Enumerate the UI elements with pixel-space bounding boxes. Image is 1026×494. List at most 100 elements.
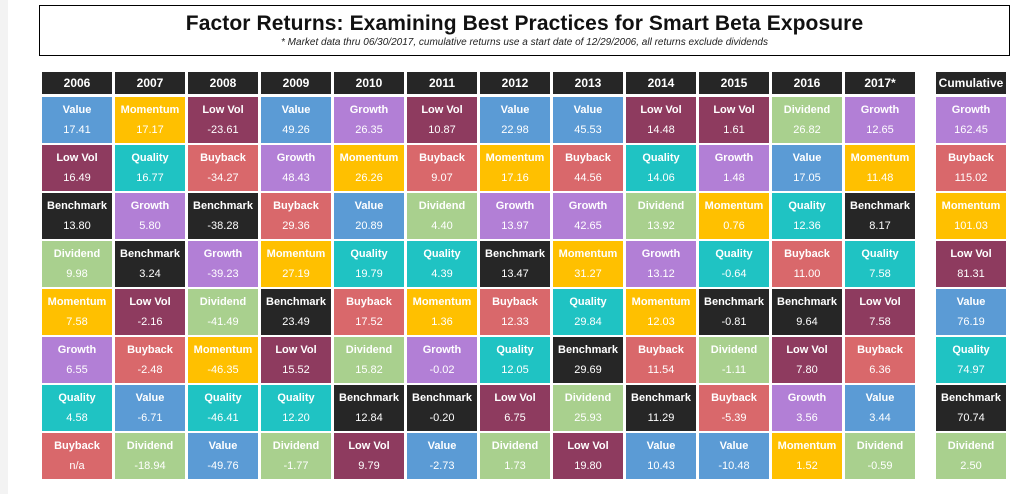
cell-cumulative-dividend: Dividend 2.50: [936, 433, 1006, 479]
return-value: 11.29: [647, 412, 675, 424]
return-value: 26.35: [355, 124, 383, 136]
cell-2008-growth: Growth -39.23: [188, 241, 258, 287]
return-value: -2.16: [137, 316, 163, 328]
return-value: 2.50: [960, 460, 982, 472]
factor-name: Growth: [57, 344, 97, 356]
cell-2012-momentum: Momentum 17.16: [480, 145, 550, 191]
cell-2012-benchmark: Benchmark 13.47: [480, 241, 550, 287]
return-value: 10.43: [647, 460, 675, 472]
factor-name: Growth: [203, 248, 243, 260]
factor-name: Buyback: [492, 296, 538, 308]
cell-2013-value: Value 45.53: [553, 97, 623, 143]
return-value: -1.77: [283, 460, 309, 472]
return-value: 0.76: [723, 220, 745, 232]
cell-2008-value: Value -49.76: [188, 433, 258, 479]
cell-2014-benchmark: Benchmark 11.29: [626, 385, 696, 431]
return-value: 12.20: [282, 412, 310, 424]
factor-name: Value: [354, 200, 384, 212]
return-value: 22.98: [501, 124, 529, 136]
factor-name: Momentum: [412, 296, 472, 308]
factor-name: Growth: [787, 392, 827, 404]
return-value: 12.36: [793, 220, 821, 232]
return-value: 16.77: [136, 172, 164, 184]
return-value: -6.71: [137, 412, 163, 424]
cell-2014-quality: Quality 14.06: [626, 145, 696, 191]
column-header-2007: 2007: [115, 72, 185, 94]
cell-cumulative-quality: Quality 74.97: [936, 337, 1006, 383]
return-value: 4.39: [431, 268, 453, 280]
factor-name: Growth: [276, 152, 316, 164]
factor-name: Low Vol: [494, 392, 536, 404]
cell-2009-dividend: Dividend -1.77: [261, 433, 331, 479]
return-value: 115.02: [954, 172, 988, 184]
return-value: 48.43: [282, 172, 310, 184]
cell-2009-low-vol: Low Vol 15.52: [261, 337, 331, 383]
return-value: 3.56: [796, 412, 818, 424]
return-value: 19.80: [574, 460, 602, 472]
chart-title: Factor Returns: Examining Best Practices…: [185, 12, 864, 35]
factor-name: Quality: [423, 248, 461, 260]
return-value: -18.94: [134, 460, 166, 472]
left-margin-strip: [0, 0, 8, 494]
cell-2008-buyback: Buyback -34.27: [188, 145, 258, 191]
cell-2007-value: Value -6.71: [115, 385, 185, 431]
factor-name: Value: [719, 440, 749, 452]
factor-name: Growth: [495, 200, 535, 212]
return-value: 11.48: [866, 172, 894, 184]
cell-2009-value: Value 49.26: [261, 97, 331, 143]
return-value: 11.00: [793, 268, 821, 280]
cell-2010-buyback: Buyback 17.52: [334, 289, 404, 335]
factor-name: Buyback: [419, 152, 465, 164]
factor-name: Benchmark: [412, 392, 472, 404]
return-value: -2.48: [137, 364, 163, 376]
return-value: 11.54: [647, 364, 675, 376]
factor-name: Low Vol: [567, 440, 609, 452]
cell-2006-momentum: Momentum 7.58: [42, 289, 112, 335]
cell-2014-momentum: Momentum 12.03: [626, 289, 696, 335]
factor-name: Value: [500, 104, 530, 116]
return-value: -0.81: [721, 316, 747, 328]
return-value: 1.73: [504, 460, 526, 472]
factor-name: Growth: [860, 104, 900, 116]
column-header-2013: 2013: [553, 72, 623, 94]
factor-name: Dividend: [491, 440, 539, 452]
cell-2007-low-vol: Low Vol -2.16: [115, 289, 185, 335]
return-value: 162.45: [954, 124, 988, 136]
factor-name: Dividend: [637, 200, 685, 212]
cell-2014-value: Value 10.43: [626, 433, 696, 479]
factor-name: Benchmark: [339, 392, 399, 404]
factor-name: Buyback: [857, 344, 903, 356]
factor-name: Buyback: [127, 344, 173, 356]
return-value: -49.76: [207, 460, 239, 472]
column-header-2012: 2012: [480, 72, 550, 94]
cell-2017-dividend: Dividend -0.59: [845, 433, 915, 479]
cell-2013-low-vol: Low Vol 19.80: [553, 433, 623, 479]
cell-2013-momentum: Momentum 31.27: [553, 241, 623, 287]
factor-name: Growth: [714, 152, 754, 164]
cell-2006-low-vol: Low Vol 16.49: [42, 145, 112, 191]
return-value: 23.49: [282, 316, 310, 328]
factor-name: Momentum: [339, 152, 399, 164]
return-value: 12.33: [501, 316, 529, 328]
return-value: 70.74: [957, 412, 985, 424]
factor-name: Growth: [641, 248, 681, 260]
factor-name: Growth: [568, 200, 608, 212]
cell-2017-benchmark: Benchmark 8.17: [845, 193, 915, 239]
cell-2012-growth: Growth 13.97: [480, 193, 550, 239]
cell-2010-benchmark: Benchmark 12.84: [334, 385, 404, 431]
cell-2009-quality: Quality 12.20: [261, 385, 331, 431]
cell-2009-momentum: Momentum 27.19: [261, 241, 331, 287]
return-value: -0.64: [721, 268, 747, 280]
return-value: 74.97: [957, 364, 985, 376]
cell-2008-momentum: Momentum -46.35: [188, 337, 258, 383]
cell-2013-buyback: Buyback 44.56: [553, 145, 623, 191]
cell-2006-growth: Growth 6.55: [42, 337, 112, 383]
factor-name: Value: [208, 440, 238, 452]
cell-2016-momentum: Momentum 1.52: [772, 433, 842, 479]
factor-name: Dividend: [710, 344, 758, 356]
factor-name: Quality: [861, 248, 899, 260]
factor-name: Benchmark: [777, 296, 837, 308]
return-value: -34.27: [207, 172, 239, 184]
cell-2012-dividend: Dividend 1.73: [480, 433, 550, 479]
factor-name: Growth: [951, 104, 991, 116]
